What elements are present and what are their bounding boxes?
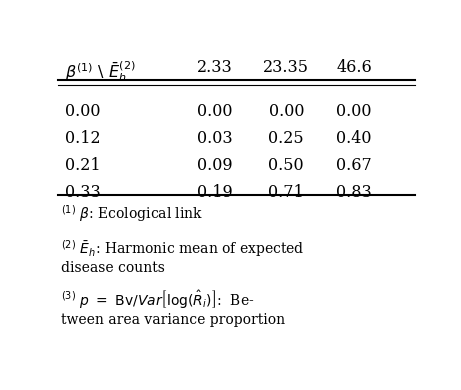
- Text: 0.33: 0.33: [65, 184, 100, 201]
- Text: 0.00: 0.00: [268, 103, 304, 120]
- Text: 0.71: 0.71: [268, 184, 304, 201]
- Text: $\beta^{(1)}\ \backslash\ \bar{E}_h^{(2)}$: $\beta^{(1)}\ \backslash\ \bar{E}_h^{(2)…: [65, 59, 136, 84]
- Text: 0.09: 0.09: [197, 157, 233, 174]
- Text: 23.35: 23.35: [263, 59, 309, 76]
- Text: 0.25: 0.25: [268, 130, 304, 147]
- Text: 0.21: 0.21: [65, 157, 100, 174]
- Text: 0.03: 0.03: [197, 130, 233, 147]
- Text: 0.50: 0.50: [268, 157, 304, 174]
- Text: 0.83: 0.83: [336, 184, 372, 201]
- Text: 0.40: 0.40: [337, 130, 372, 147]
- Text: 46.6: 46.6: [336, 59, 372, 76]
- Text: $^{(3)}\ p\ =\ \mathrm{Bv}/Var\left[\log(\hat{R}_i)\right]$:  Be-
tween area var: $^{(3)}\ p\ =\ \mathrm{Bv}/Var\left[\log…: [61, 289, 285, 327]
- Text: 0.00: 0.00: [65, 103, 100, 120]
- Text: 0.00: 0.00: [337, 103, 372, 120]
- Text: 0.67: 0.67: [336, 157, 372, 174]
- Text: $^{(2)}\ \bar{E}_h$: Harmonic mean of expected
disease counts: $^{(2)}\ \bar{E}_h$: Harmonic mean of ex…: [61, 238, 305, 275]
- Text: $^{(1)}\ \beta$: Ecological link: $^{(1)}\ \beta$: Ecological link: [61, 203, 204, 224]
- Text: 0.00: 0.00: [197, 103, 233, 120]
- Text: 2.33: 2.33: [197, 59, 233, 76]
- Text: 0.19: 0.19: [197, 184, 233, 201]
- Text: 0.12: 0.12: [65, 130, 100, 147]
